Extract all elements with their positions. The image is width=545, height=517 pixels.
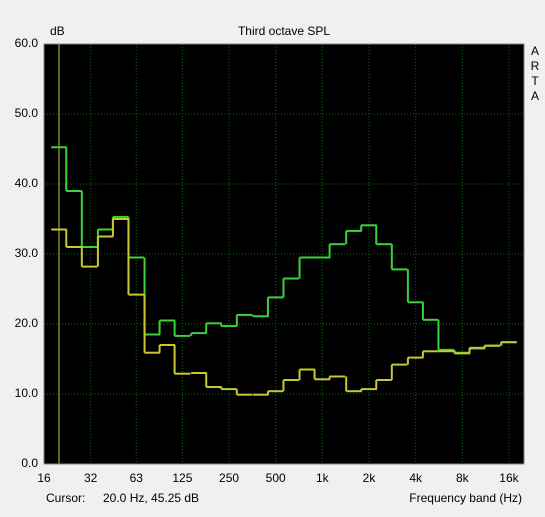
x-tick-label: 4k	[409, 471, 423, 485]
cursor-label: Cursor:	[46, 491, 85, 505]
plot-border	[43, 43, 525, 465]
y-tick-label: 30.0	[15, 246, 39, 260]
y-tick-label: 0.0	[21, 456, 38, 470]
y-tick-label: 50.0	[15, 106, 39, 120]
x-axis-label: Frequency band (Hz)	[409, 491, 522, 505]
y-axis-label: dB	[50, 24, 65, 38]
x-tick-label: 1k	[316, 471, 330, 485]
y-tick-label: 60.0	[15, 36, 39, 50]
cursor-readout: 20.0 Hz, 45.25 dB	[103, 491, 199, 505]
x-tick-label: 16	[37, 471, 51, 485]
y-tick-label: 20.0	[15, 316, 39, 330]
brand: ARTA	[528, 44, 542, 104]
chart-title: Third octave SPL	[238, 24, 330, 38]
x-tick-label: 250	[219, 471, 239, 485]
x-tick-label: 2k	[363, 471, 377, 485]
x-tick-label: 16k	[499, 471, 519, 485]
x-tick-label: 125	[172, 471, 192, 485]
x-tick-label: 500	[266, 471, 286, 485]
y-tick-label: 10.0	[15, 386, 39, 400]
x-tick-label: 63	[130, 471, 144, 485]
x-tick-label: 8k	[456, 471, 470, 485]
x-tick-label: 32	[84, 471, 98, 485]
y-tick-label: 40.0	[15, 176, 39, 190]
